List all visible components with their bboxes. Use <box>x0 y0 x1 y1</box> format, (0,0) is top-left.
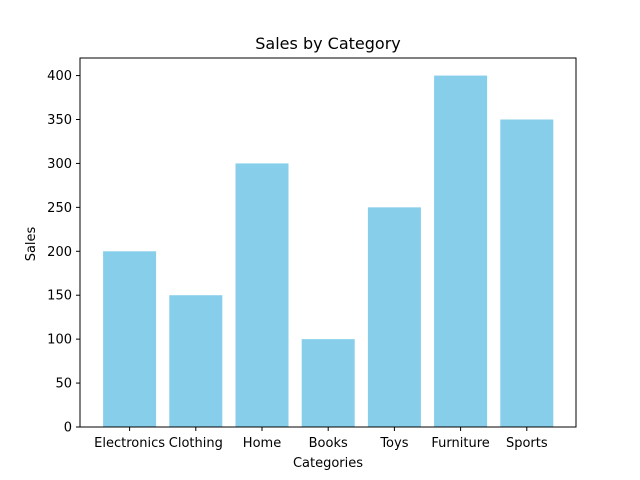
y-tick-label: 100 <box>47 333 72 348</box>
bar-home <box>235 163 289 427</box>
y-axis-ticks: 0 50 100 150 200 250 300 350 400 <box>47 69 80 436</box>
bar-sports <box>500 119 554 427</box>
x-tick-label: Clothing <box>169 436 223 451</box>
chart-title: Sales by Category <box>255 34 400 53</box>
y-tick-label: 400 <box>47 69 72 84</box>
x-tick-label: Books <box>309 436 348 451</box>
y-tick-label: 50 <box>55 377 72 392</box>
x-axis-label: Categories <box>293 456 363 471</box>
x-tick-label: Home <box>243 436 281 451</box>
bar-books <box>301 339 355 427</box>
y-tick-label: 0 <box>64 421 72 436</box>
y-axis-label: Sales <box>24 226 39 261</box>
x-tick-label: Sports <box>506 436 548 451</box>
bar-furniture <box>434 75 488 428</box>
bar-electronics <box>103 251 157 427</box>
y-tick-label: 350 <box>47 113 72 128</box>
y-tick-label: 150 <box>47 289 72 304</box>
x-axis-ticks: Electronics Clothing Home Books Toys Furnitur… <box>94 427 548 451</box>
bars <box>103 75 554 428</box>
bar-clothing <box>169 295 223 427</box>
x-tick-label: Electronics <box>94 436 165 451</box>
x-tick-label: Toys <box>379 436 408 451</box>
y-tick-label: 300 <box>47 157 72 172</box>
y-tick-label: 250 <box>47 201 72 216</box>
y-tick-label: 200 <box>47 245 72 260</box>
bar-toys <box>367 207 421 427</box>
x-tick-label: Furniture <box>431 436 489 451</box>
plot-frame <box>79 57 577 428</box>
